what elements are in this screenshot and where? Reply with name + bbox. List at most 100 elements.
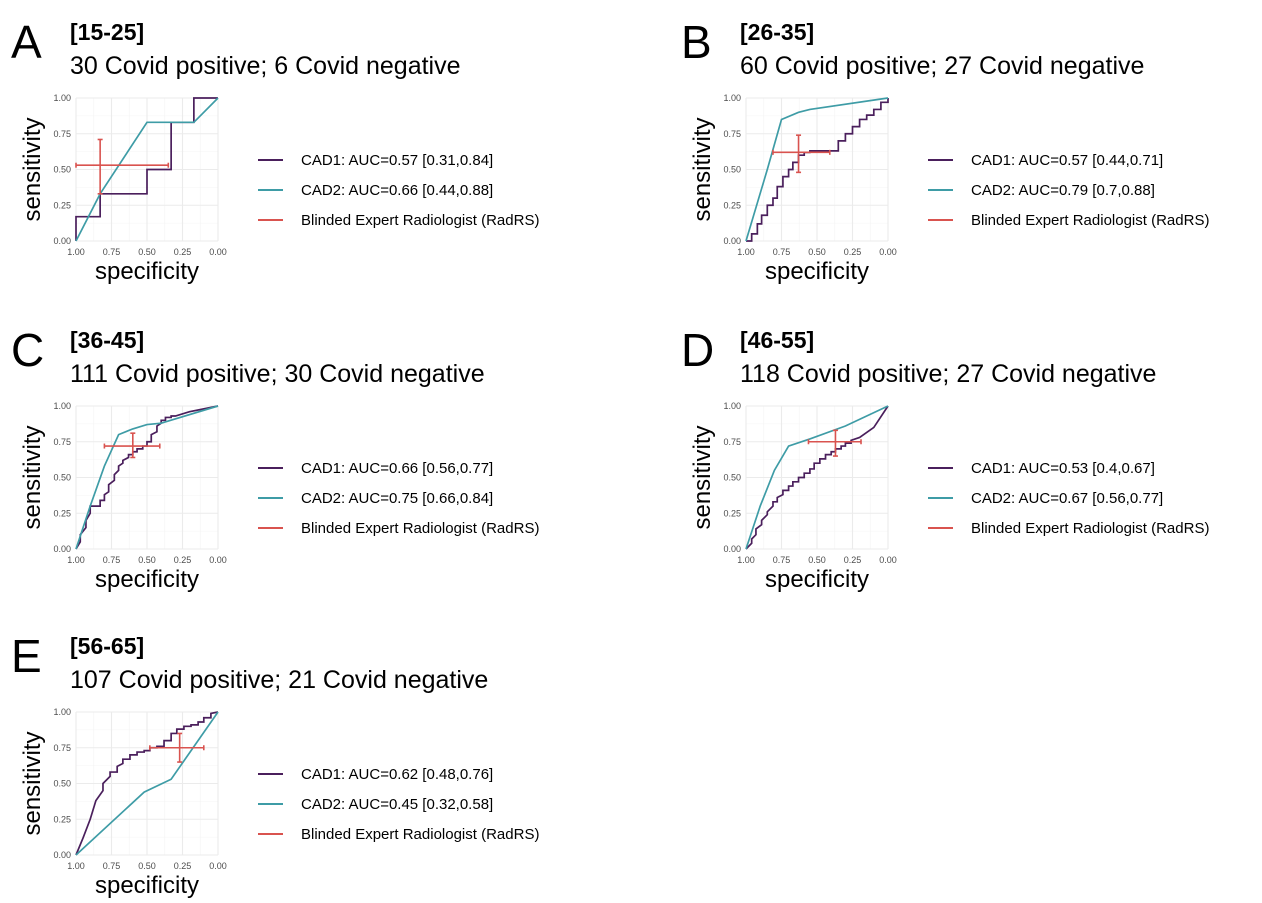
y-tick-label: 0.50 bbox=[723, 473, 741, 483]
y-axis-title: sensitivity bbox=[19, 731, 46, 835]
legend-label: Blinded Expert Radiologist (RadRS) bbox=[301, 520, 539, 537]
grid bbox=[75, 711, 219, 856]
x-axis-title: specificity bbox=[765, 566, 869, 593]
x-tick-label: 0.50 bbox=[808, 555, 826, 565]
roc-line-cad2 bbox=[75, 405, 219, 550]
roc-line-cad2 bbox=[75, 711, 219, 856]
x-tick-label: 0.50 bbox=[138, 861, 156, 871]
radiologist-crosshair bbox=[103, 432, 161, 459]
legend: CAD1: AUC=0.66 [0.56,0.77] CAD2: AUC=0.75… bbox=[258, 460, 539, 537]
y-tick-label: 0.75 bbox=[53, 743, 71, 753]
x-axis-title: specificity bbox=[95, 872, 199, 899]
x-tick-label: 0.75 bbox=[103, 555, 121, 565]
x-tick-label: 0.25 bbox=[174, 555, 192, 565]
panel-letter: A bbox=[11, 16, 42, 68]
y-tick-label: 0.50 bbox=[53, 165, 71, 175]
roc-line-cad2 bbox=[75, 97, 219, 242]
radiologist-crosshair bbox=[75, 138, 170, 195]
y-tick-label: 0.75 bbox=[53, 129, 71, 139]
y-axis-title: sensitivity bbox=[19, 425, 46, 529]
x-axis-title: specificity bbox=[95, 566, 199, 593]
legend: CAD1: AUC=0.57 [0.31,0.84] CAD2: AUC=0.66… bbox=[258, 152, 539, 229]
x-tick-label: 0.00 bbox=[879, 247, 897, 257]
roc-line-cad1 bbox=[75, 97, 218, 241]
roc-line-cad1 bbox=[745, 405, 889, 550]
y-tick-label: 0.00 bbox=[723, 544, 741, 554]
radiologist-crosshair bbox=[807, 429, 862, 457]
panel-b: B [26-35] 60 Covid positive; 27 Covid nega… bbox=[681, 16, 1209, 285]
grid bbox=[745, 97, 889, 242]
panel-subtitle: 60 Covid positive; 27 Covid negative bbox=[740, 52, 1144, 80]
x-tick-label: 0.75 bbox=[103, 861, 121, 871]
x-axis-title: specificity bbox=[765, 258, 869, 285]
x-tick-label: 0.50 bbox=[808, 247, 826, 257]
y-tick-label: 0.25 bbox=[53, 200, 71, 210]
panel-letter: D bbox=[681, 324, 714, 376]
x-tick-label: 0.25 bbox=[844, 555, 862, 565]
roc-line-cad2 bbox=[745, 405, 889, 550]
roc-line-cad2 bbox=[745, 97, 889, 242]
panel-title: [46-55] bbox=[740, 327, 814, 353]
legend: CAD1: AUC=0.57 [0.44,0.71] CAD2: AUC=0.79… bbox=[928, 152, 1209, 229]
y-tick-label: 1.00 bbox=[723, 93, 741, 103]
x-tick-label: 0.50 bbox=[138, 247, 156, 257]
legend-label: Blinded Expert Radiologist (RadRS) bbox=[971, 212, 1209, 229]
panel-letter: B bbox=[681, 16, 712, 68]
y-tick-label: 0.25 bbox=[723, 200, 741, 210]
y-tick-label: 0.25 bbox=[53, 508, 71, 518]
x-tick-label: 1.00 bbox=[737, 247, 755, 257]
panel-c: C [36-45] 111 Covid positive; 30 Covid neg… bbox=[11, 324, 539, 593]
y-axis-title: sensitivity bbox=[689, 425, 716, 529]
panel-subtitle: 107 Covid positive; 21 Covid negative bbox=[70, 666, 488, 694]
legend-label: CAD2: AUC=0.67 [0.56,0.77] bbox=[971, 490, 1163, 507]
y-tick-label: 1.00 bbox=[53, 93, 71, 103]
x-tick-label: 0.00 bbox=[209, 861, 227, 871]
y-axis-title: sensitivity bbox=[19, 117, 46, 221]
radiologist-crosshair bbox=[149, 732, 205, 763]
y-axis-title: sensitivity bbox=[689, 117, 716, 221]
y-tick-label: 1.00 bbox=[53, 707, 71, 717]
legend-label: CAD2: AUC=0.45 [0.32,0.58] bbox=[301, 796, 493, 813]
x-tick-label: 0.25 bbox=[844, 247, 862, 257]
y-tick-label: 0.00 bbox=[53, 850, 71, 860]
y-tick-label: 0.25 bbox=[53, 814, 71, 824]
y-tick-label: 0.00 bbox=[53, 544, 71, 554]
legend-label: CAD2: AUC=0.66 [0.44,0.88] bbox=[301, 182, 493, 199]
legend-label: Blinded Expert Radiologist (RadRS) bbox=[301, 212, 539, 229]
panel-subtitle: 111 Covid positive; 30 Covid negative bbox=[70, 360, 485, 388]
panel-subtitle: 118 Covid positive; 27 Covid negative bbox=[740, 360, 1156, 388]
x-tick-label: 0.75 bbox=[773, 247, 791, 257]
grid bbox=[75, 405, 219, 550]
panel-d: D [46-55] 118 Covid positive; 27 Covid neg… bbox=[681, 324, 1209, 593]
x-tick-label: 1.00 bbox=[737, 555, 755, 565]
legend: CAD1: AUC=0.53 [0.4,0.67] CAD2: AUC=0.67 … bbox=[928, 460, 1209, 537]
x-axis-title: specificity bbox=[95, 258, 199, 285]
legend-label: CAD2: AUC=0.79 [0.7,0.88] bbox=[971, 182, 1155, 199]
legend-label: CAD1: AUC=0.66 [0.56,0.77] bbox=[301, 460, 493, 477]
x-tick-label: 0.75 bbox=[103, 247, 121, 257]
y-tick-label: 0.00 bbox=[723, 236, 741, 246]
x-tick-label: 1.00 bbox=[67, 555, 85, 565]
x-tick-label: 0.50 bbox=[138, 555, 156, 565]
legend-label: Blinded Expert Radiologist (RadRS) bbox=[971, 520, 1209, 537]
panel-e: E [56-65] 107 Covid positive; 21 Covid neg… bbox=[11, 630, 539, 899]
y-tick-label: 0.75 bbox=[723, 129, 741, 139]
x-tick-label: 1.00 bbox=[67, 861, 85, 871]
y-tick-label: 0.00 bbox=[53, 236, 71, 246]
x-tick-label: 0.25 bbox=[174, 861, 192, 871]
grid bbox=[745, 405, 889, 550]
y-tick-label: 0.75 bbox=[723, 437, 741, 447]
x-tick-label: 0.00 bbox=[209, 555, 227, 565]
x-tick-label: 0.25 bbox=[174, 247, 192, 257]
panel-letter: C bbox=[11, 324, 44, 376]
radiologist-crosshair bbox=[772, 134, 831, 174]
y-tick-label: 0.25 bbox=[723, 508, 741, 518]
panel-title: [56-65] bbox=[70, 633, 144, 659]
y-tick-label: 0.50 bbox=[53, 779, 71, 789]
roc-line-cad1 bbox=[746, 98, 889, 242]
x-tick-label: 1.00 bbox=[67, 247, 85, 257]
legend-label: CAD1: AUC=0.62 [0.48,0.76] bbox=[301, 766, 493, 783]
legend-label: CAD1: AUC=0.57 [0.31,0.84] bbox=[301, 152, 493, 169]
panel-title: [15-25] bbox=[70, 19, 144, 45]
y-tick-label: 0.50 bbox=[53, 473, 71, 483]
